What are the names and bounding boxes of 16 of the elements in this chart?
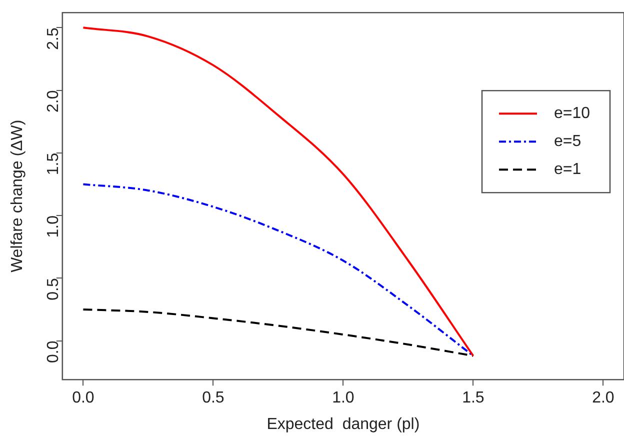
y-tick-label: 1.5 bbox=[44, 152, 62, 176]
y-tick-label: 1.0 bbox=[44, 215, 62, 238]
legend-label: e=1 bbox=[554, 161, 582, 178]
x-tick-label: 2.0 bbox=[592, 390, 614, 407]
y-axis-title: Welfare change (ΔW) bbox=[9, 120, 26, 272]
y-tick-label: 2.5 bbox=[44, 28, 62, 50]
legend-label: e=10 bbox=[554, 105, 590, 122]
x-axis-title: Expected danger (pl) bbox=[266, 416, 420, 433]
y-tick-label: 2.0 bbox=[44, 90, 62, 113]
x-tick-label: 1.0 bbox=[332, 390, 354, 407]
x-tick-label: 1.5 bbox=[462, 390, 484, 407]
x-tick-label: 0.0 bbox=[72, 390, 94, 407]
legend-label: e=5 bbox=[554, 133, 582, 150]
x-tick-label: 0.5 bbox=[202, 390, 224, 407]
y-tick-label: 0.5 bbox=[44, 278, 62, 300]
y-tick-label: 0.0 bbox=[44, 340, 62, 364]
